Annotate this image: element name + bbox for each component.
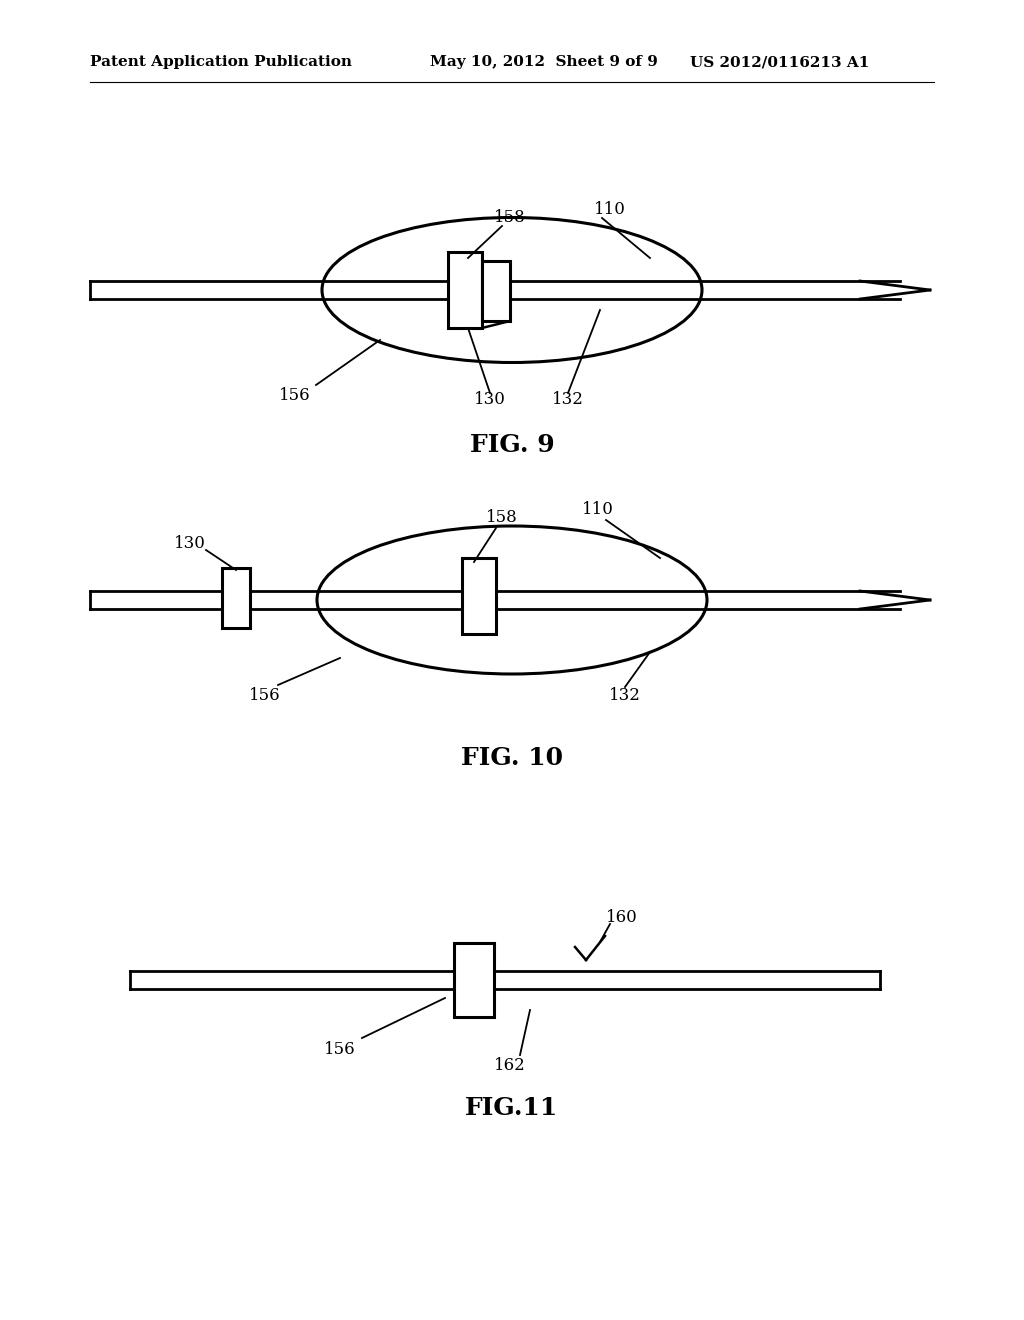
- Bar: [90, 591, 900, 609]
- Bar: [454, 942, 494, 1016]
- Text: 110: 110: [582, 502, 614, 519]
- Bar: [222, 568, 250, 628]
- Bar: [90, 281, 900, 300]
- Text: 158: 158: [486, 510, 518, 527]
- Text: FIG. 9: FIG. 9: [470, 433, 554, 457]
- Text: May 10, 2012  Sheet 9 of 9: May 10, 2012 Sheet 9 of 9: [430, 55, 657, 69]
- Text: 130: 130: [174, 535, 206, 552]
- Text: 110: 110: [594, 202, 626, 219]
- Bar: [482, 261, 510, 321]
- Text: FIG.11: FIG.11: [465, 1096, 559, 1119]
- Polygon shape: [860, 591, 930, 609]
- Text: 162: 162: [495, 1056, 526, 1073]
- Text: US 2012/0116213 A1: US 2012/0116213 A1: [690, 55, 869, 69]
- Text: 156: 156: [249, 686, 281, 704]
- Text: Patent Application Publication: Patent Application Publication: [90, 55, 352, 69]
- Ellipse shape: [322, 218, 702, 363]
- Bar: [130, 972, 880, 989]
- Text: 160: 160: [606, 909, 638, 927]
- Text: FIG. 10: FIG. 10: [461, 746, 563, 770]
- Polygon shape: [860, 281, 930, 300]
- Ellipse shape: [317, 525, 707, 675]
- Text: 132: 132: [609, 686, 641, 704]
- Bar: [449, 252, 482, 327]
- Text: 156: 156: [325, 1041, 355, 1059]
- Text: 156: 156: [280, 387, 311, 404]
- Text: 130: 130: [474, 392, 506, 408]
- Bar: [462, 558, 496, 634]
- Text: 132: 132: [552, 392, 584, 408]
- Text: 158: 158: [495, 210, 526, 227]
